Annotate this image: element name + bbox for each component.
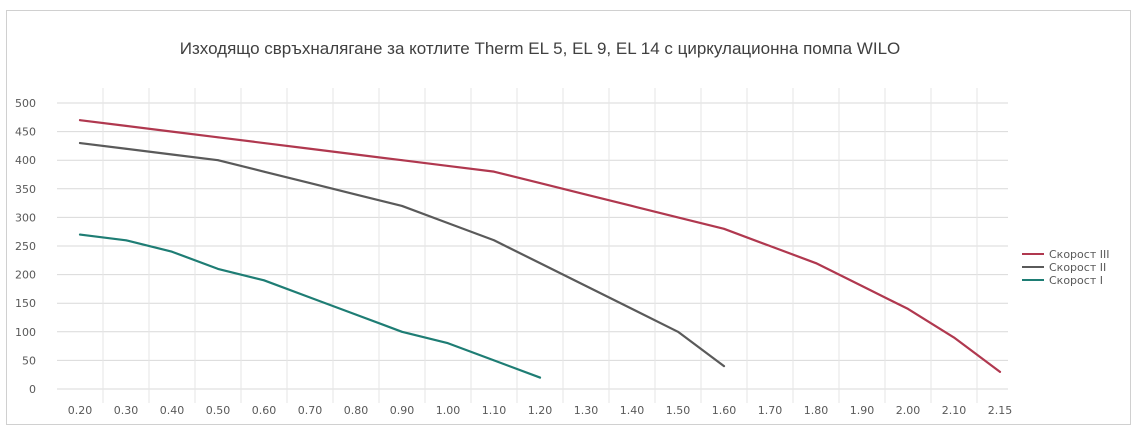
x-tick-label: 0.50 — [206, 404, 231, 417]
data-point — [355, 193, 357, 196]
data-point — [217, 136, 219, 139]
data-point — [493, 359, 495, 362]
y-tick-label: 350 — [15, 183, 36, 196]
x-tick-label: 1.50 — [666, 404, 691, 417]
x-tick-label: 0.60 — [252, 404, 277, 417]
x-tick-label: 0.30 — [114, 404, 139, 417]
data-point — [355, 153, 357, 156]
data-point — [631, 308, 633, 310]
data-point — [585, 285, 587, 287]
data-point — [447, 165, 449, 167]
data-point — [907, 308, 909, 310]
legend-label: Скорост III — [1049, 248, 1109, 261]
x-tick-label: 1.70 — [758, 404, 783, 417]
data-point — [447, 342, 449, 345]
data-point — [309, 182, 311, 184]
y-tick-label: 0 — [29, 383, 36, 396]
data-point — [355, 313, 357, 316]
x-tick-label: 0.90 — [390, 404, 415, 417]
data-point — [217, 267, 219, 270]
data-point — [815, 262, 817, 265]
data-point — [401, 205, 403, 207]
axis-labels: 0 50 100 150 200 250 300 350 400 450 500 0.20 0.30 0.… — [15, 97, 1012, 417]
data-point — [171, 250, 173, 253]
x-tick-label: 1.00 — [436, 404, 461, 417]
data-point — [539, 182, 541, 184]
data-point — [125, 239, 127, 242]
data-point — [263, 170, 265, 173]
data-point — [401, 330, 403, 333]
y-tick-label: 200 — [15, 269, 36, 282]
data-point — [125, 147, 127, 150]
x-tick-label: 1.20 — [528, 404, 553, 417]
data-point — [539, 376, 541, 379]
legend-label: Скорост I — [1049, 274, 1103, 287]
data-point — [125, 124, 127, 127]
data-point — [309, 147, 311, 150]
y-tick-label: 450 — [15, 126, 36, 139]
data-point — [263, 142, 265, 144]
y-tick-label: 100 — [15, 326, 36, 339]
x-tick-label: 0.80 — [344, 404, 369, 417]
y-tick-label: 250 — [15, 240, 36, 253]
data-point — [585, 193, 587, 196]
data-point — [217, 159, 219, 162]
chart-title: Изходящо свръхналягане за котлите Therm … — [180, 39, 901, 58]
data-point — [953, 336, 955, 339]
y-tick-label: 150 — [15, 297, 36, 310]
data-point — [79, 142, 81, 144]
x-tick-label: 2.15 — [988, 404, 1013, 417]
y-tick-label: 50 — [22, 354, 36, 367]
data-point — [723, 365, 725, 368]
x-tick-label: 2.10 — [942, 404, 967, 417]
data-point — [999, 370, 1001, 373]
x-tick-label: 0.70 — [298, 404, 323, 417]
data-point — [493, 239, 495, 242]
x-tick-label: 1.60 — [712, 404, 737, 417]
y-tick-label: 400 — [15, 154, 36, 167]
data-point — [447, 222, 449, 225]
data-point — [723, 227, 725, 230]
data-point — [79, 233, 81, 236]
data-point — [493, 170, 495, 173]
x-tick-label: 1.90 — [850, 404, 875, 417]
y-tick-label: 500 — [15, 97, 36, 110]
x-tick-label: 2.00 — [896, 404, 921, 417]
data-point — [677, 330, 679, 333]
data-point — [769, 245, 771, 247]
x-tick-label: 0.40 — [160, 404, 185, 417]
data-point — [171, 153, 173, 156]
series-lines — [78, 119, 1002, 379]
x-tick-label: 1.30 — [574, 404, 599, 417]
data-point — [401, 159, 403, 162]
x-tick-label: 0.20 — [68, 404, 93, 417]
data-point — [171, 130, 173, 133]
data-point — [631, 205, 633, 207]
data-point — [79, 119, 81, 122]
data-point — [309, 296, 311, 299]
x-tick-label: 1.40 — [620, 404, 645, 417]
data-point — [861, 285, 863, 287]
x-tick-label: 1.80 — [804, 404, 829, 417]
data-point — [539, 262, 541, 265]
data-point — [677, 216, 679, 219]
x-tick-label: 1.10 — [482, 404, 507, 417]
y-tick-label: 300 — [15, 211, 36, 224]
legend-label: Скорост II — [1049, 261, 1106, 274]
data-point — [263, 279, 265, 282]
